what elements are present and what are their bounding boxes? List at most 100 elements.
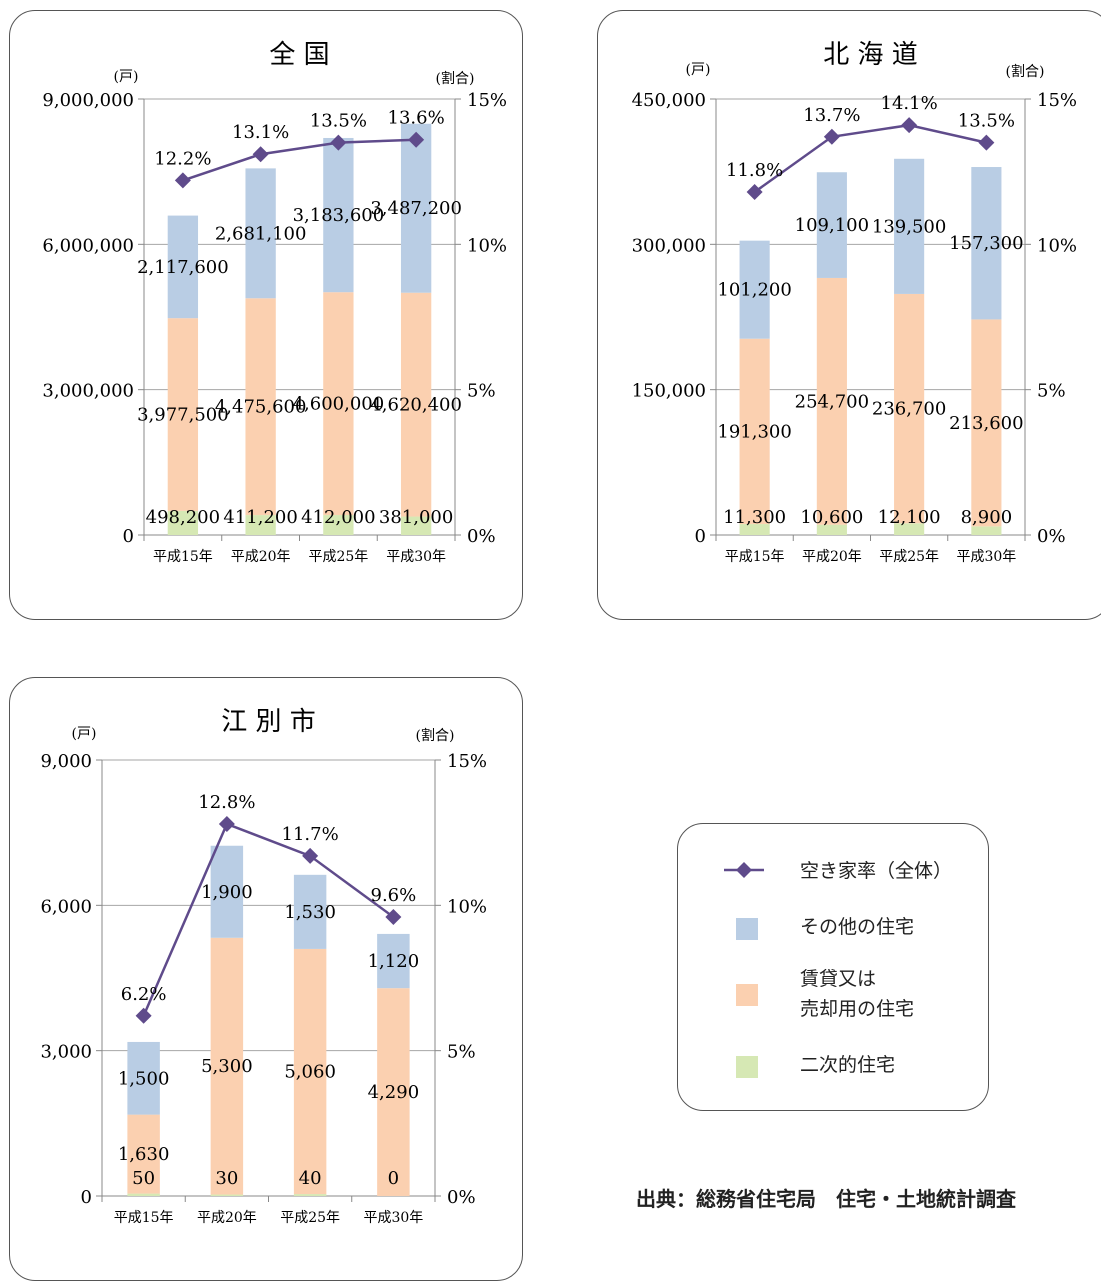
legend-label-rate: 空き家率（全体） — [800, 860, 953, 882]
swatch-rent-sale — [736, 984, 758, 1006]
bar-secondary — [323, 515, 354, 535]
rate-marker — [901, 117, 918, 134]
data-label-secondary: 411,200 — [223, 507, 297, 528]
data-label-other: 139,500 — [872, 216, 946, 237]
diamond-line-icon — [724, 862, 764, 878]
data-label-other: 109,100 — [795, 215, 869, 236]
data-label-secondary: 412,000 — [301, 507, 375, 528]
bar-other — [739, 240, 770, 339]
rate-label: 11.7% — [282, 824, 339, 845]
swatch-other — [736, 918, 758, 940]
bar-other — [245, 168, 276, 299]
bar-rent_sale — [739, 338, 770, 525]
y-tick-label: 6,000,000 — [42, 235, 134, 256]
x-tick-label: 平成20年 — [802, 549, 862, 565]
data-label-rent_sale: 5,300 — [201, 1056, 253, 1077]
data-label-rent_sale: 4,600,000 — [293, 394, 385, 415]
y-tick-label: 6,000 — [40, 896, 92, 917]
data-label-rent_sale: 4,620,400 — [370, 395, 462, 416]
y-right-unit: (割合) — [436, 70, 475, 87]
bar-other — [210, 845, 244, 938]
legend-label-other: その他の住宅 — [800, 916, 915, 938]
y2-tick-label: 15% — [1037, 90, 1077, 111]
bar-secondary — [971, 526, 1002, 535]
data-label-other: 2,681,100 — [215, 223, 307, 244]
bar-other — [127, 1041, 160, 1115]
data-label-other: 1,900 — [201, 882, 253, 903]
data-label-other: 3,487,200 — [370, 198, 462, 219]
bar-other — [400, 123, 432, 293]
y2-tick-label: 10% — [467, 235, 507, 256]
rate-marker — [978, 134, 995, 151]
y2-tick-label: 10% — [447, 896, 487, 917]
rate-marker — [135, 1007, 152, 1024]
bar-secondary — [210, 1194, 244, 1196]
y-left-unit: (戸) — [686, 62, 711, 78]
legend-label-secondary: 二次的住宅 — [800, 1054, 896, 1076]
data-label-other: 1,530 — [284, 902, 336, 923]
rate-label: 13.7% — [803, 105, 860, 126]
rate-marker — [174, 172, 191, 189]
y2-tick-label: 0% — [1037, 526, 1066, 547]
y2-tick-label: 5% — [467, 381, 496, 402]
data-label-other: 157,300 — [949, 233, 1023, 254]
data-label-secondary: 12,100 — [878, 507, 941, 528]
rate-marker — [385, 908, 402, 925]
y2-tick-label: 5% — [1037, 381, 1066, 402]
data-label-other: 1,120 — [368, 951, 420, 972]
y-tick-label: 150,000 — [632, 381, 706, 402]
x-tick-label: 平成30年 — [956, 549, 1016, 565]
bar-other — [894, 158, 925, 294]
chart-panel-national: 全 国 (戸) (割合) 0 0% 3,000,000 5% 6,000,000 10% 9,00… — [9, 10, 523, 620]
rate-line — [182, 138, 417, 182]
legend: 空き家率（全体） その他の住宅 賃貸又は 売却用の住宅 二次的住宅 — [677, 823, 989, 1111]
x-tick-label: 平成30年 — [363, 1210, 423, 1226]
x-tick-label: 平成25年 — [280, 1210, 340, 1226]
y-left-unit: (戸) — [114, 69, 139, 85]
y-tick-label: 9,000 — [40, 751, 92, 772]
rate-marker — [302, 847, 319, 864]
bar-other — [971, 167, 1002, 320]
rate-label: 9.6% — [371, 885, 417, 906]
chart-ebetsu: 江 別 市 (戸) (割合) 0 0% 3,000 5% 6,000 10% 9,000 15% 平成… — [40, 707, 487, 1226]
bar-rent_sale — [816, 277, 847, 525]
bar-other — [816, 172, 847, 278]
y2-tick-label: 15% — [447, 751, 487, 772]
x-tick-label: 平成30年 — [386, 549, 446, 565]
rate-label: 12.2% — [154, 148, 211, 169]
data-label-rent_sale: 254,700 — [795, 391, 869, 412]
y-tick-label: 3,000 — [40, 1042, 92, 1063]
data-label-secondary: 0 — [388, 1168, 399, 1189]
data-label-secondary: 50 — [132, 1168, 155, 1189]
rate-marker — [330, 134, 347, 151]
data-label-rent_sale: 4,290 — [368, 1082, 420, 1103]
rate-label: 13.1% — [232, 122, 289, 143]
x-tick-label: 平成15年 — [153, 549, 213, 565]
rate-marker — [408, 131, 425, 148]
rate-label: 13.6% — [388, 108, 445, 129]
y-tick-label: 0 — [695, 526, 706, 547]
chart-national: 全 国 (戸) (割合) 0 0% 3,000,000 5% 6,000,000 10% 9,00… — [42, 40, 507, 565]
rate-label: 14.1% — [881, 93, 938, 114]
x-tick-label: 平成25年 — [879, 549, 939, 565]
y-tick-label: 0 — [123, 526, 134, 547]
bar-rent_sale — [293, 948, 327, 1195]
data-label-rent_sale: 191,300 — [717, 421, 791, 442]
chart-title: 江 別 市 — [221, 707, 316, 737]
y-right-unit: (割合) — [416, 727, 455, 744]
y2-tick-label: 10% — [1037, 235, 1077, 256]
bar-secondary — [245, 515, 276, 535]
data-label-secondary: 381,000 — [379, 507, 453, 528]
swatch-secondary — [736, 1056, 758, 1078]
data-label-rent_sale: 4,475,600 — [215, 397, 307, 418]
bar-other — [167, 215, 199, 319]
y2-tick-label: 0% — [447, 1187, 476, 1208]
bar-secondary — [816, 524, 847, 535]
data-label-rent_sale: 3,977,500 — [137, 405, 229, 426]
bar-rent_sale — [127, 1114, 160, 1194]
chart-panel-hokkaido: 北 海 道 (戸) (割合) 0 0% 150,000 5% 300,000 10% 450,00… — [597, 10, 1101, 620]
data-label-rent_sale: 213,600 — [949, 413, 1023, 434]
data-label-rent_sale: 1,630 — [118, 1144, 170, 1165]
bar-rent_sale — [245, 298, 276, 516]
x-tick-label: 平成15年 — [114, 1210, 174, 1226]
